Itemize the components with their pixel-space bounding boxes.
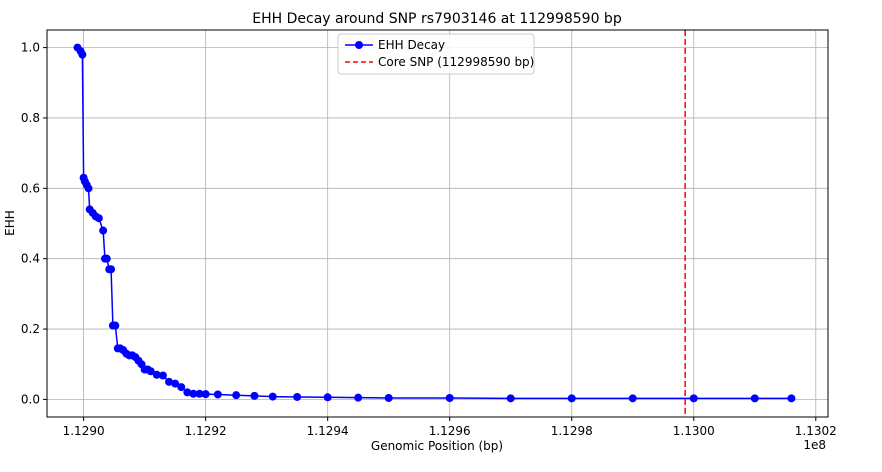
ehh-data-point <box>384 394 393 403</box>
ehh-data-point <box>111 321 120 330</box>
x-tick-label: 1.1296 <box>429 424 471 438</box>
ehh-data-point <box>323 393 332 402</box>
x-tick-label: 1.1294 <box>307 424 349 438</box>
ehh-data-point <box>84 184 93 193</box>
ehh-data-point <box>250 391 259 400</box>
x-axis-ticks: 1.1290 1.1292 1.1294 1.1296 1.1298 1.1300 1.13… <box>63 417 837 438</box>
ehh-data-point <box>171 379 180 388</box>
legend-box <box>337 33 535 75</box>
ehh-data-point <box>146 367 155 376</box>
y-tick-label: 0.0 <box>21 392 40 406</box>
legend-ehh-marker <box>355 41 363 49</box>
x-tick-label: 1.1292 <box>185 424 227 438</box>
ehh-data-point <box>195 389 204 398</box>
legend-core-snp-label: Core SNP (112998590 bp) <box>378 55 534 69</box>
grid-lines <box>47 30 828 417</box>
ehh-data-point <box>201 390 210 399</box>
y-tick-label: 0.8 <box>21 111 40 125</box>
y-tick-label: 0.2 <box>21 322 40 336</box>
ehh-data-point <box>107 265 116 274</box>
ehh-data-point <box>152 370 161 379</box>
y-tick-label: 1.0 <box>21 41 40 55</box>
ehh-data-point <box>99 226 108 235</box>
ehh-data-point <box>293 392 302 401</box>
ehh-data-point <box>177 383 186 392</box>
ehh-decay-line <box>76 47 792 400</box>
plot-frame <box>46 29 829 418</box>
ehh-data-point <box>183 388 192 397</box>
x-tick-label: 1.1298 <box>551 424 593 438</box>
legend-ehh-label: EHH Decay <box>378 38 445 52</box>
ehh-data-point <box>445 394 454 403</box>
ehh-data-point <box>506 394 515 403</box>
x-tick-label: 1.1290 <box>63 424 105 438</box>
ehh-data-point <box>158 371 167 380</box>
ehh-data-point <box>232 391 241 400</box>
ehh-data-point <box>165 377 174 386</box>
ehh-data-point <box>189 389 198 398</box>
x-tick-label: 1.1300 <box>673 424 715 438</box>
legend: EHH Decay Core SNP (112998590 bp) <box>337 33 535 75</box>
x-tick-label: 1.1302 <box>795 424 837 438</box>
ehh-data-point <box>567 394 576 403</box>
chart-title: EHH Decay around SNP rs7903146 at 112998… <box>252 11 622 27</box>
y-tick-label: 0.4 <box>21 252 40 266</box>
x-axis-label: Genomic Position (bp) <box>371 439 503 453</box>
y-axis-label: EHH <box>3 210 17 236</box>
x-axis-offset-label: 1e8 <box>803 438 826 452</box>
ehh-data-point <box>750 394 759 403</box>
ehh-data-point <box>102 254 111 263</box>
ehh-data-point <box>628 394 637 403</box>
ehh-data-point <box>787 394 796 403</box>
ehh-data-point <box>213 390 222 399</box>
ehh-data-point <box>268 392 277 401</box>
y-axis-ticks: 0.0 0.2 0.4 0.6 0.8 1.0 <box>21 41 47 406</box>
ehh-series <box>73 43 796 403</box>
y-tick-label: 0.6 <box>21 181 40 195</box>
ehh-data-point <box>354 393 363 402</box>
ehh-data-point <box>94 214 103 223</box>
ehh-data-point <box>78 50 87 59</box>
ehh-data-point <box>689 394 698 403</box>
